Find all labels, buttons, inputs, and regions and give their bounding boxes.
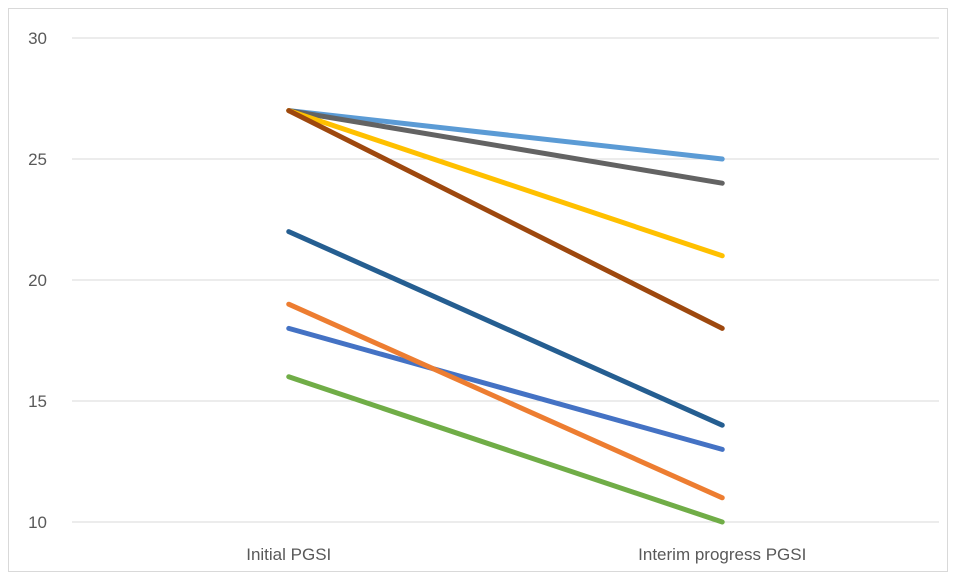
y-tick-label: 25 (28, 150, 47, 169)
series-line-3 (286, 108, 725, 259)
series-lines (286, 108, 725, 525)
series-line-7 (286, 301, 725, 501)
series-line-2 (286, 108, 725, 186)
y-tick-label: 30 (28, 29, 47, 48)
series-line-5 (286, 229, 725, 428)
y-tick-label: 10 (28, 513, 47, 532)
series-line-6 (286, 325, 725, 452)
y-tick-label: 20 (28, 271, 47, 290)
y-axis-tick-labels: 10 15 20 25 30 (28, 29, 47, 532)
x-tick-label: Initial PGSI (246, 545, 331, 564)
series-line-8 (286, 374, 725, 525)
series-line-1 (286, 108, 725, 162)
series-line-4 (286, 108, 725, 331)
y-tick-label: 15 (28, 392, 47, 411)
chart-frame (8, 8, 948, 572)
x-axis-tick-labels: Initial PGSI Interim progress PGSI (246, 545, 806, 564)
x-tick-label: Interim progress PGSI (638, 545, 806, 564)
